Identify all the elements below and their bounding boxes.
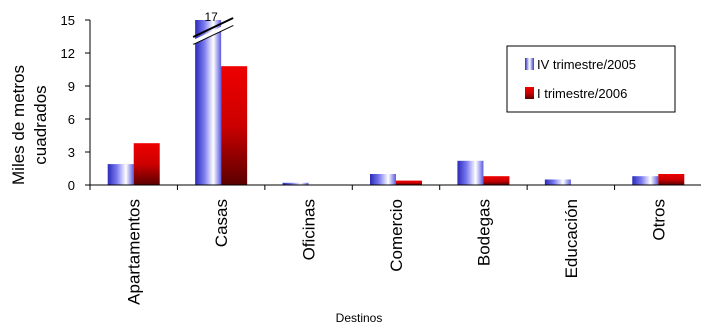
bars-layer: 17 [107, 10, 685, 185]
y-axis-title-line: cuadrados [31, 85, 50, 164]
y-axis-ticks: 0 3 6 9 12 15 [61, 13, 90, 193]
bar-series-1-bodegas [457, 160, 484, 185]
axis-break-mark [192, 17, 234, 38]
bar-series-2-comercio [396, 180, 422, 185]
bar-series-1-comercio [370, 174, 396, 185]
legend: IV trimestre/2005 I trimestre/2006 [506, 45, 676, 113]
x-axis-title: Destinos [336, 311, 383, 325]
y-tick-label: 12 [61, 46, 75, 61]
y-tick-label: 6 [68, 112, 75, 127]
y-tick-label: 9 [68, 79, 75, 94]
y-axis-title: Miles de metros cuadrados [9, 65, 50, 185]
bar-series-1-educación [544, 179, 571, 185]
legend-label-series-2: I trimestre/2006 [537, 86, 627, 101]
category-label: Comercio [387, 199, 406, 272]
category-label: Casas [212, 199, 231, 247]
y-tick-label: 0 [68, 178, 75, 193]
bar-series-2-casas [221, 66, 248, 185]
category-label: Educación [562, 199, 581, 278]
bar-series-1-otros [632, 176, 659, 185]
bar-series-2-apartamentos [133, 143, 160, 185]
bar-series-2-otros [658, 174, 685, 185]
category-label: Apartamentos [125, 199, 144, 305]
x-axis-ticks [89, 185, 616, 190]
bar-series-1-oficinas [282, 182, 309, 185]
legend-label-series-1: IV trimestre/2005 [537, 57, 636, 72]
bar-series-2-bodegas [483, 176, 510, 185]
category-labels: Apartamentos Casas Oficinas Comercio Bodegas… [125, 199, 669, 305]
y-axis-title-line: Miles de metros [9, 65, 28, 185]
bar-series-1-casas [195, 20, 222, 185]
y-tick-label: 3 [68, 145, 75, 160]
legend-swatch-series-1 [525, 58, 534, 70]
legend-swatch-series-2 [525, 87, 534, 99]
legend-box [506, 45, 676, 113]
y-tick-label: 15 [61, 13, 75, 28]
category-label: Bodegas [474, 199, 493, 266]
axis-break-gap [193, 21, 234, 44]
category-label: Oficinas [300, 199, 319, 260]
bar-series-1-apartamentos [107, 164, 134, 185]
axis-break-label: 17 [204, 10, 218, 24]
category-label: Otros [649, 199, 668, 241]
